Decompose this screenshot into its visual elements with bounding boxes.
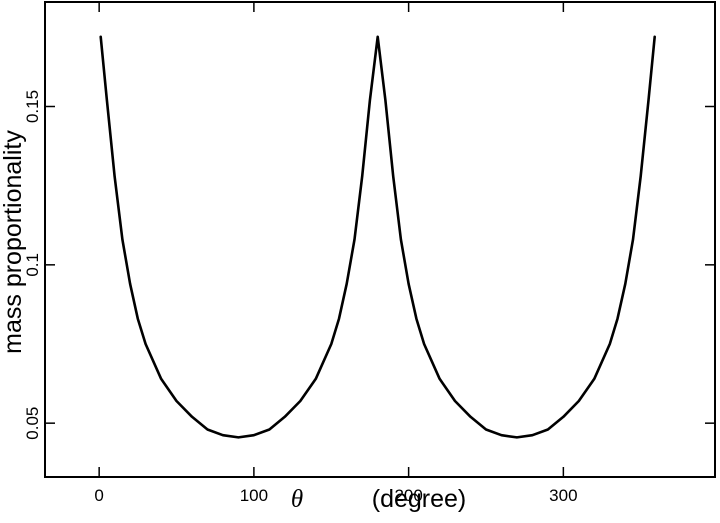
x-tick-label-1: 100 — [240, 486, 268, 505]
x-tick-label-2: 200 — [394, 486, 422, 505]
x-axis-ticks: 0 100 200 300 — [94, 2, 578, 505]
y-tick-label-1: 0.1 — [23, 253, 42, 277]
y-tick-label-0: 0.05 — [23, 407, 42, 440]
series-line — [99, 35, 656, 439]
y-axis-ticks: 0.05 0.1 0.15 — [23, 90, 715, 440]
plot-frame — [44, 1, 716, 478]
x-axis-unit-label: (degree) — [372, 485, 467, 513]
y-tick-label-2: 0.15 — [23, 90, 42, 123]
x-tick-label-3: 300 — [549, 486, 577, 505]
x-tick-label-0: 0 — [94, 486, 103, 505]
y-axis-title: mass proportionality — [0, 130, 27, 354]
x-axis-symbol: θ — [291, 486, 303, 513]
